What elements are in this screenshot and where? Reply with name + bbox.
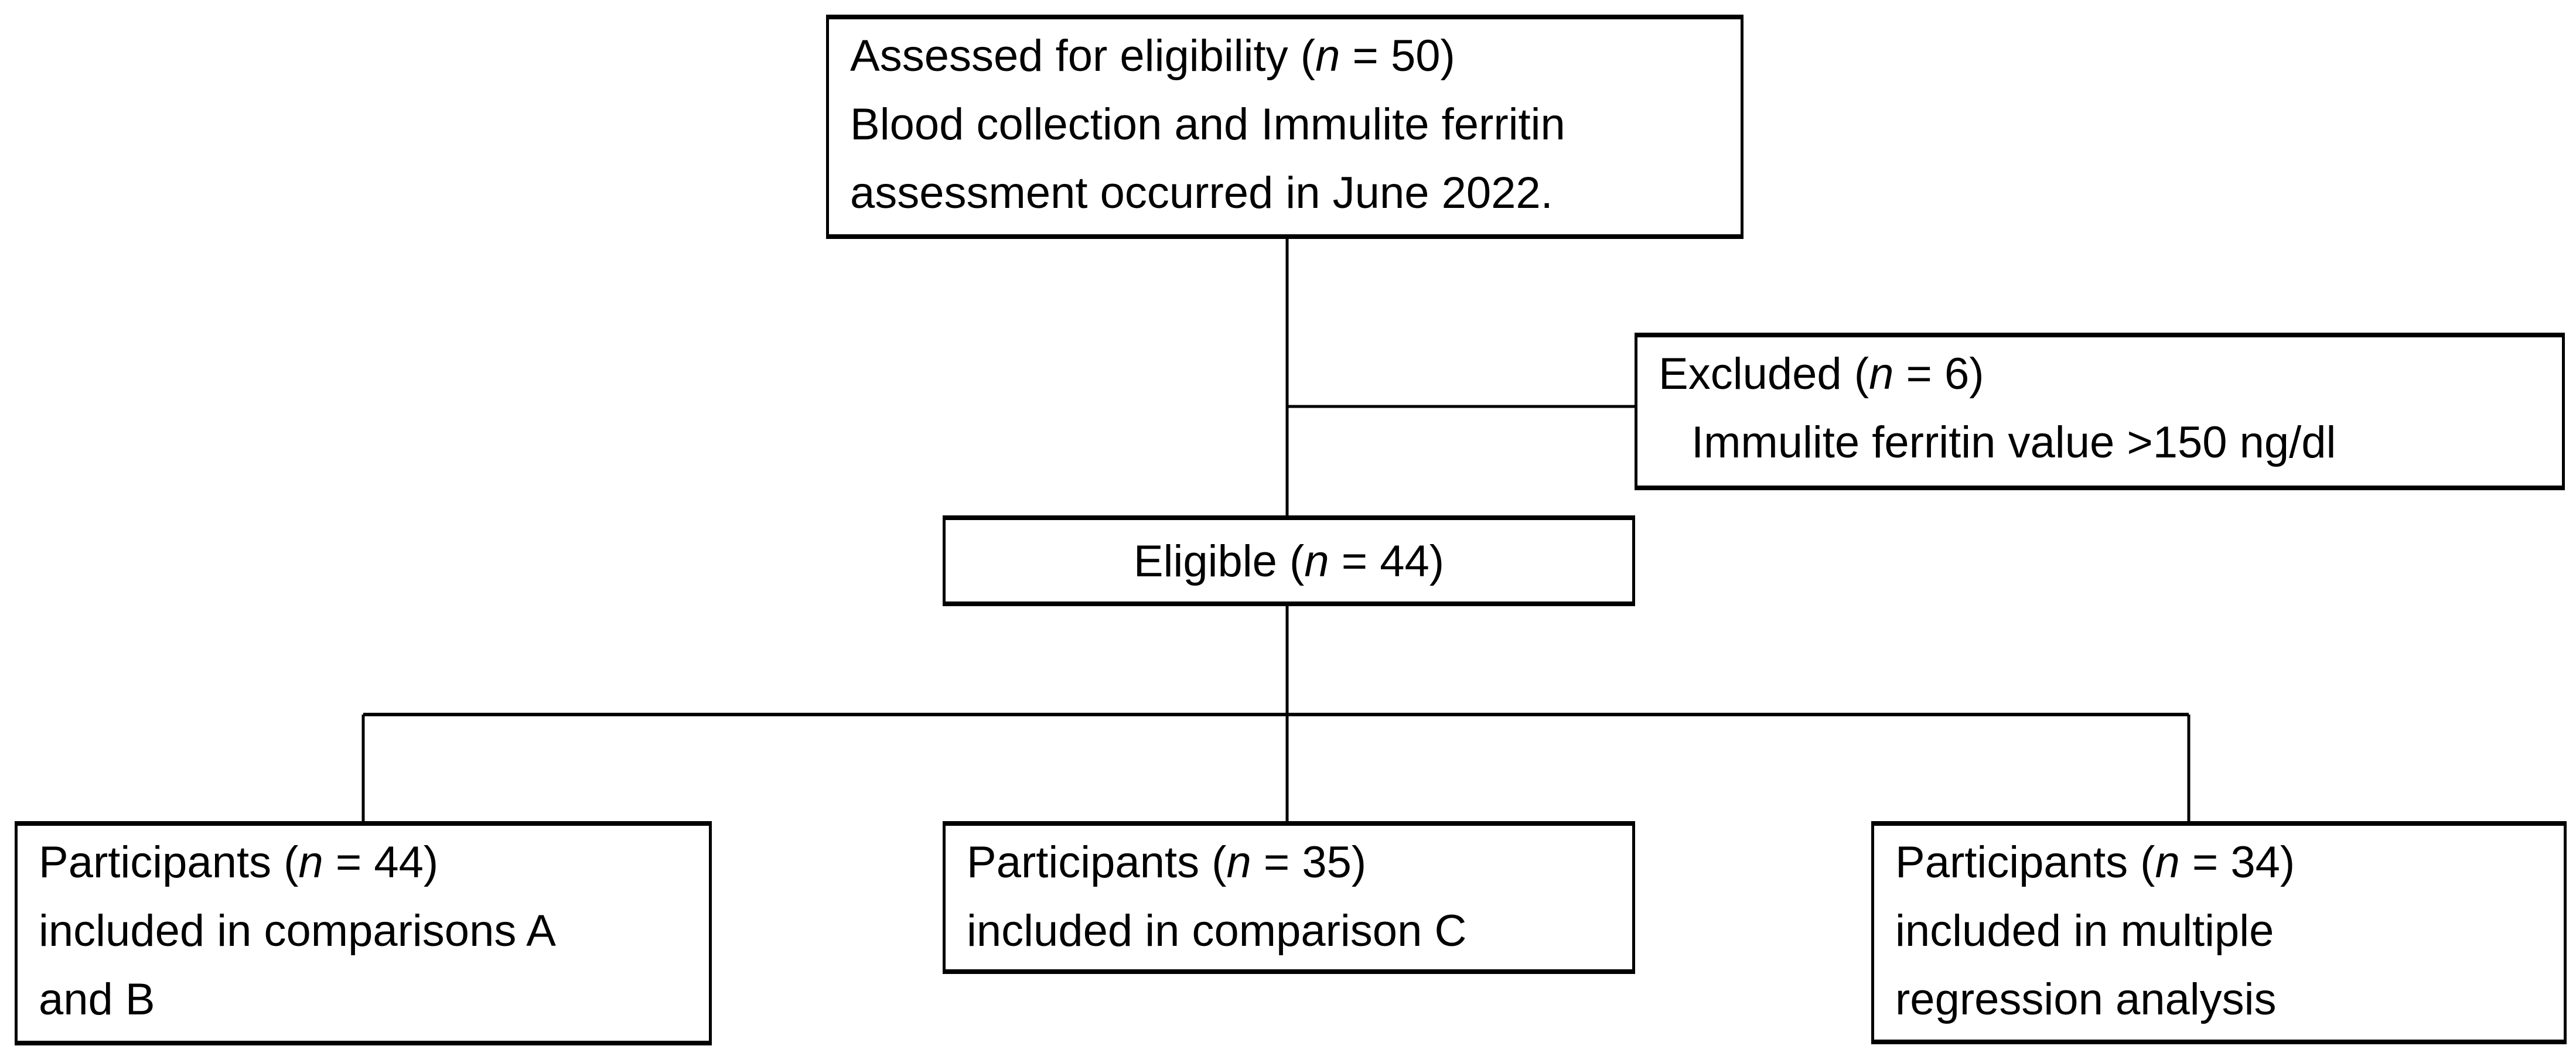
excluded-line-1: Excluded (n = 6) bbox=[1659, 349, 1984, 399]
excluded-line-2: Immulite ferritin value >150 ng/dl bbox=[1691, 418, 2336, 467]
participants-ab-line-1: Participants (n = 44) bbox=[39, 838, 439, 887]
participants-c-line-2: included in comparison C bbox=[967, 906, 1467, 956]
box-participants-comparisons-a-b: Participants (n = 44) included in compar… bbox=[15, 821, 712, 1045]
box-participants-comparison-c: Participants (n = 35) included in compar… bbox=[943, 821, 1635, 974]
box-assessed-for-eligibility: Assessed for eligibility (n = 50) Blood … bbox=[826, 15, 1744, 239]
participants-reg-line-3: regression analysis bbox=[1895, 975, 2277, 1024]
participants-reg-line-1: Participants (n = 34) bbox=[1895, 838, 2295, 887]
participants-ab-line-3: and B bbox=[39, 975, 155, 1024]
participants-ab-line-2: included in comparisons A bbox=[39, 906, 556, 956]
assessed-line-3: assessment occurred in June 2022. bbox=[850, 168, 1553, 218]
box-eligible: Eligible (n = 44) bbox=[943, 515, 1635, 606]
box-participants-multiple-regression: Participants (n = 34) included in multip… bbox=[1871, 821, 2567, 1044]
assessed-line-1: Assessed for eligibility (n = 50) bbox=[850, 31, 1455, 81]
participants-reg-line-2: included in multiple bbox=[1895, 906, 2274, 956]
box-excluded: Excluded (n = 6) Immulite ferritin value… bbox=[1635, 333, 2565, 490]
participants-c-line-1: Participants (n = 35) bbox=[967, 838, 1367, 887]
eligible-line-1: Eligible (n = 44) bbox=[1133, 536, 1445, 586]
assessed-line-2: Blood collection and Immulite ferritin bbox=[850, 100, 1565, 149]
